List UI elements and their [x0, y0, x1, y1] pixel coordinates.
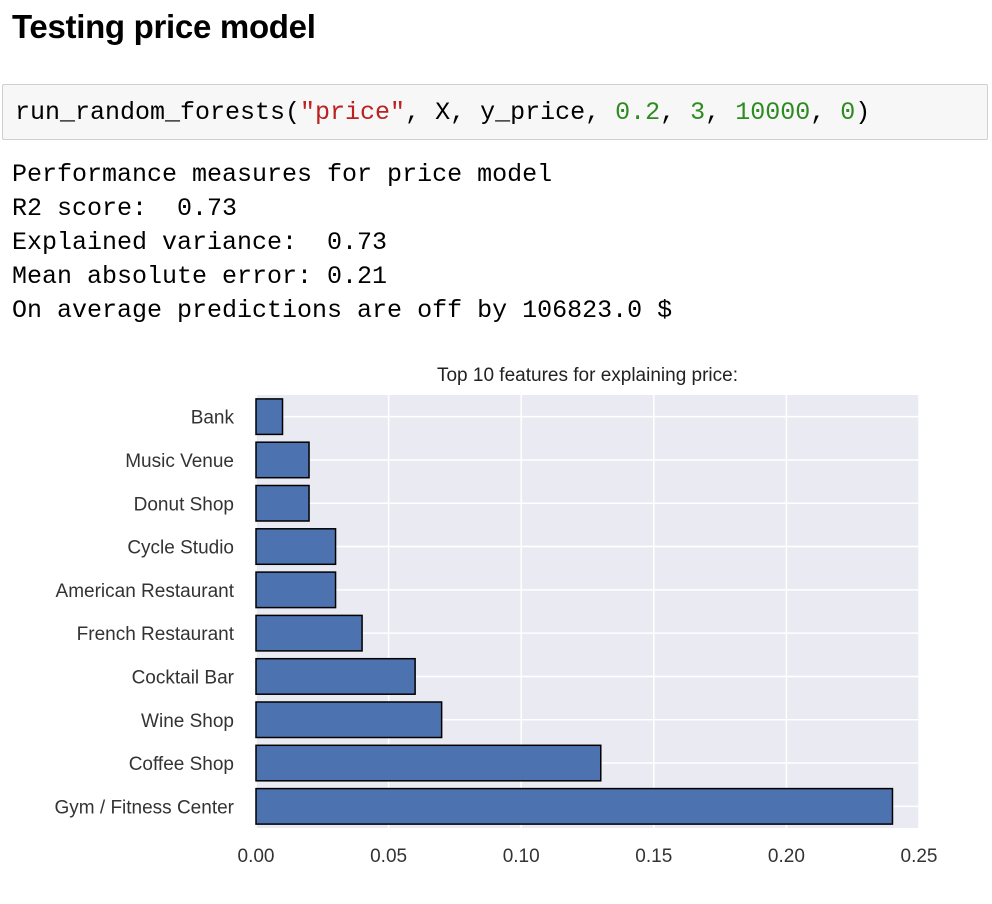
code-token-plain: , [810, 98, 841, 127]
code-token-num: 10000 [735, 98, 811, 127]
y-tick-label: Bank [191, 408, 235, 429]
code-token-plain: run_random_forests( [15, 98, 301, 127]
y-tick-label: Donut Shop [134, 494, 234, 515]
bar [255, 441, 310, 479]
cell-output: Performance measures for price model R2 s… [12, 158, 672, 328]
x-tick-label: 0.25 [901, 846, 938, 867]
code-input[interactable]: run_random_forests("price", X, y_price, … [15, 98, 870, 128]
x-tick-label: 0.00 [238, 846, 275, 867]
bar [255, 701, 443, 739]
code-token-plain: ) [855, 98, 871, 127]
y-tick-label: American Restaurant [56, 581, 235, 602]
output-line: Performance measures for price model [12, 160, 553, 189]
feature-importance-chart: 0.00 0.05 0.10 0.15 0.20 0.25 Bank Music Venue D… [55, 365, 938, 867]
x-tick-label: 0.05 [370, 846, 407, 867]
bar [255, 484, 310, 522]
bar [255, 528, 337, 566]
code-cell[interactable]: run_random_forests("price", X, y_price, … [2, 84, 988, 140]
y-tick-label: Coffee Shop [129, 754, 234, 775]
output-line: On average predictions are off by 106823… [12, 296, 673, 325]
section-heading: Testing price model [12, 8, 316, 45]
bar [255, 571, 337, 609]
y-tick-label: Cycle Studio [127, 538, 234, 559]
bar [255, 657, 416, 695]
code-token-plain: , X, y_price, [405, 98, 616, 127]
x-tick-label: 0.15 [635, 846, 672, 867]
y-tick-label: Gym / Fitness Center [55, 797, 235, 818]
chart-title: Top 10 features for explaining price: [437, 365, 738, 386]
code-token-num: 3 [690, 98, 706, 127]
bar [255, 614, 363, 652]
bar [255, 787, 894, 825]
output-line: Mean absolute error: 0.21 [12, 262, 388, 291]
y-tick-label: Wine Shop [141, 711, 234, 732]
x-tick-label: 0.10 [503, 846, 540, 867]
code-token-str: "price" [300, 98, 406, 127]
output-line: Explained variance: 0.73 [12, 228, 388, 257]
y-tick-label: Music Venue [125, 451, 234, 472]
bar [255, 398, 284, 436]
y-tick-label: French Restaurant [77, 624, 235, 645]
x-tick-label: 0.20 [768, 846, 805, 867]
code-token-plain: , [705, 98, 736, 127]
output-line: R2 score: 0.73 [12, 194, 238, 223]
y-tick-label: Cocktail Bar [132, 667, 235, 688]
code-token-num: 0.2 [615, 98, 661, 127]
code-token-plain: , [660, 98, 691, 127]
bar [255, 744, 602, 782]
code-token-num: 0 [840, 98, 856, 127]
